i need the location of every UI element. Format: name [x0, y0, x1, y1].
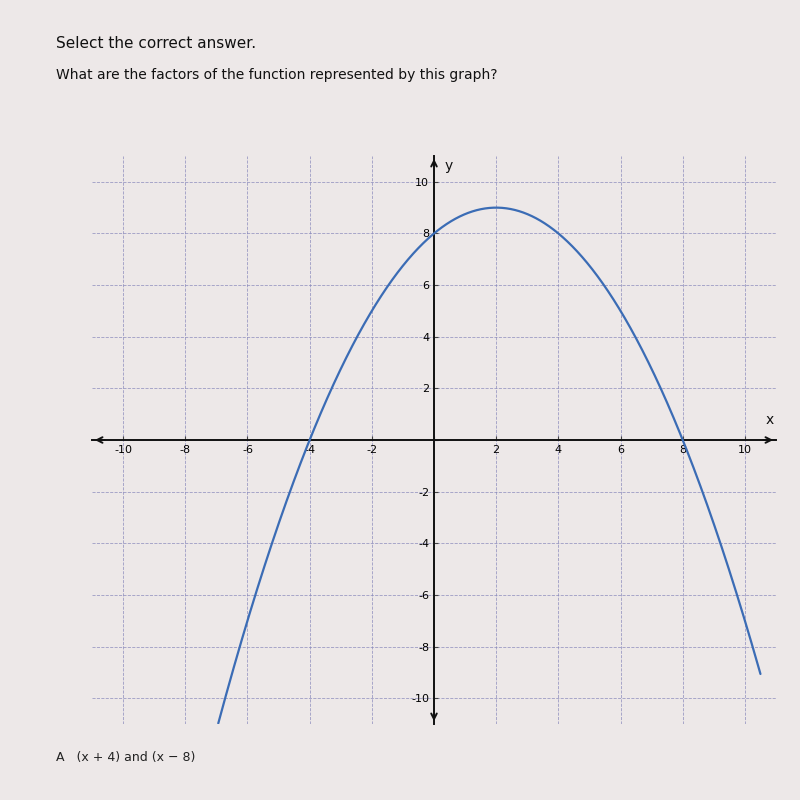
- Text: A   (x + 4) and (x − 8): A (x + 4) and (x − 8): [56, 751, 195, 764]
- Text: x: x: [766, 413, 774, 427]
- Text: y: y: [445, 159, 453, 174]
- Text: Select the correct answer.: Select the correct answer.: [56, 36, 256, 51]
- Text: What are the factors of the function represented by this graph?: What are the factors of the function rep…: [56, 68, 498, 82]
